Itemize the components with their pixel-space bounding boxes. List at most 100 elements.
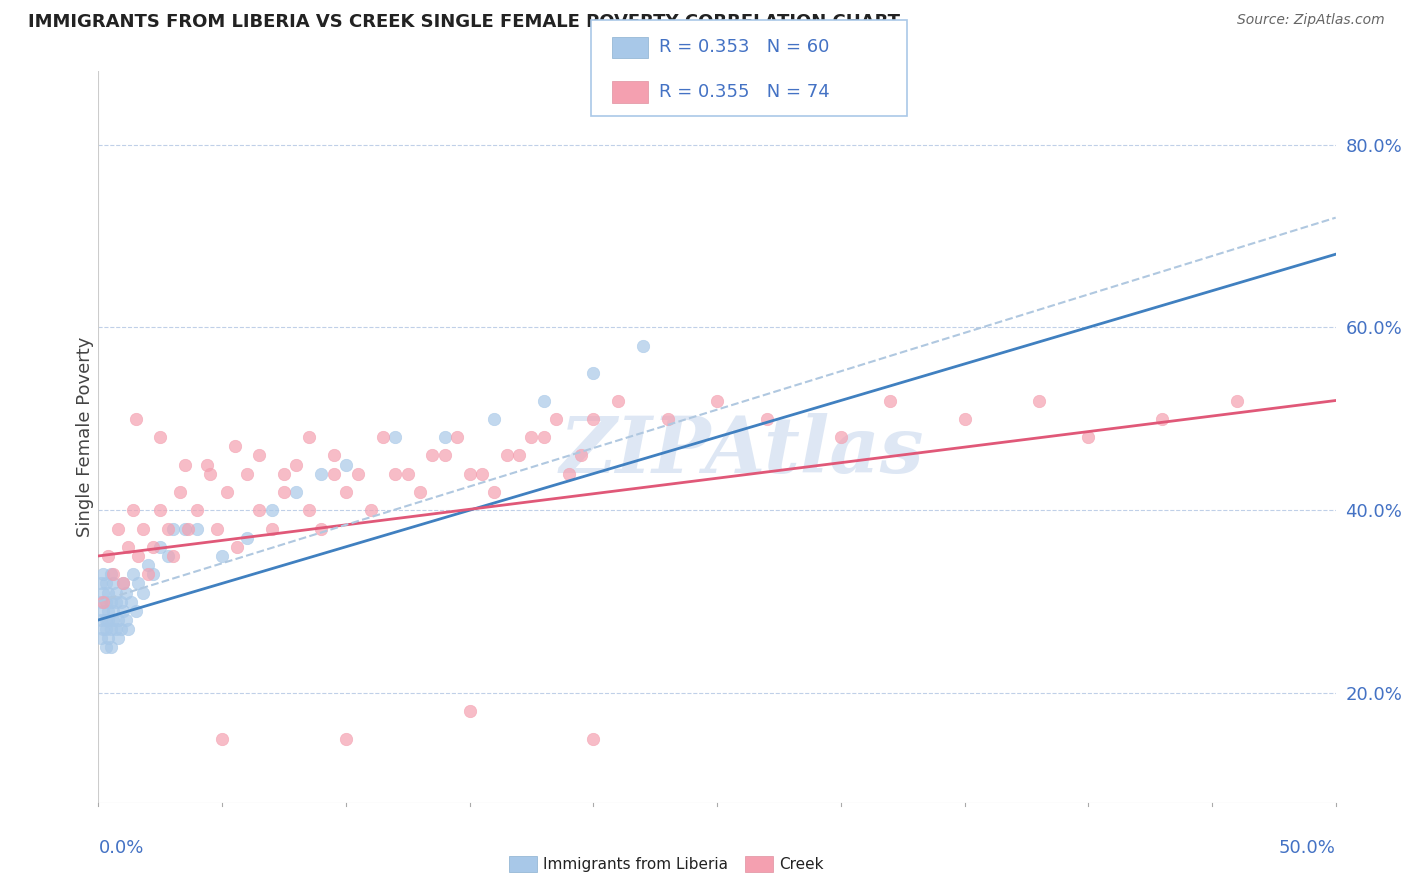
Point xyxy=(347,467,370,481)
Point xyxy=(371,430,394,444)
Point xyxy=(830,430,852,444)
Point xyxy=(607,393,630,408)
Point xyxy=(112,576,135,591)
Point xyxy=(142,567,165,582)
Point xyxy=(120,594,142,608)
Point xyxy=(127,549,149,563)
Point xyxy=(1152,412,1174,426)
Point xyxy=(156,521,179,535)
Point xyxy=(162,521,184,535)
Point xyxy=(156,549,179,563)
Point xyxy=(226,540,249,554)
Point xyxy=(569,448,592,462)
Point xyxy=(136,558,159,573)
Point xyxy=(557,467,579,481)
Point xyxy=(247,448,270,462)
Point xyxy=(122,567,145,582)
Point xyxy=(1077,430,1099,444)
Text: 50.0%: 50.0% xyxy=(1279,839,1336,857)
Point xyxy=(112,604,135,618)
Point xyxy=(107,632,129,646)
Point xyxy=(582,412,605,426)
Point xyxy=(100,567,122,582)
Point xyxy=(195,458,218,472)
Point xyxy=(285,458,308,472)
Point xyxy=(446,430,468,444)
Point xyxy=(211,549,233,563)
Point xyxy=(186,521,208,535)
Point xyxy=(433,448,456,462)
Point xyxy=(117,622,139,636)
Point xyxy=(273,467,295,481)
Point xyxy=(186,503,208,517)
Point xyxy=(409,485,432,500)
Point xyxy=(458,705,481,719)
Point xyxy=(484,485,506,500)
Point xyxy=(174,521,197,535)
Point xyxy=(127,576,149,591)
Point xyxy=(162,549,184,563)
Point xyxy=(90,613,112,627)
Point xyxy=(706,393,728,408)
Text: 0.0%: 0.0% xyxy=(98,839,143,857)
Point xyxy=(90,576,112,591)
Point xyxy=(132,585,155,599)
Point xyxy=(484,412,506,426)
Point xyxy=(657,412,679,426)
Point xyxy=(90,594,112,608)
Point xyxy=(110,622,132,636)
Point xyxy=(114,585,136,599)
Point xyxy=(396,467,419,481)
Point xyxy=(582,366,605,380)
Point xyxy=(322,448,344,462)
Point xyxy=(100,594,122,608)
Point xyxy=(384,467,406,481)
Point xyxy=(97,549,120,563)
Point xyxy=(97,613,120,627)
Point xyxy=(471,467,494,481)
Point xyxy=(335,458,357,472)
Point xyxy=(97,632,120,646)
Point xyxy=(879,393,901,408)
Point xyxy=(176,521,198,535)
Point xyxy=(533,393,555,408)
Point xyxy=(117,540,139,554)
Point xyxy=(122,503,145,517)
Point xyxy=(755,412,778,426)
Point xyxy=(298,503,321,517)
Point xyxy=(136,567,159,582)
Point xyxy=(94,640,117,655)
Point xyxy=(335,731,357,746)
Point xyxy=(124,412,146,426)
Point xyxy=(169,485,191,500)
Text: Source: ZipAtlas.com: Source: ZipAtlas.com xyxy=(1237,13,1385,28)
Text: Immigrants from Liberia: Immigrants from Liberia xyxy=(543,857,728,871)
Point xyxy=(93,622,115,636)
Point xyxy=(236,467,259,481)
Point xyxy=(953,412,976,426)
Point xyxy=(107,521,129,535)
Point xyxy=(93,604,115,618)
Point xyxy=(458,467,481,481)
Point xyxy=(224,439,246,453)
Point xyxy=(97,585,120,599)
Point xyxy=(103,567,125,582)
Point xyxy=(103,576,125,591)
Point xyxy=(309,521,332,535)
Point xyxy=(100,640,122,655)
Point xyxy=(298,430,321,444)
Point xyxy=(335,485,357,500)
Y-axis label: Single Female Poverty: Single Female Poverty xyxy=(76,337,94,537)
Point xyxy=(149,540,172,554)
Point xyxy=(114,613,136,627)
Point xyxy=(90,632,112,646)
Point xyxy=(422,448,444,462)
Point xyxy=(100,622,122,636)
Point xyxy=(360,503,382,517)
Point xyxy=(198,467,221,481)
Point xyxy=(93,567,115,582)
Point xyxy=(384,430,406,444)
Point xyxy=(520,430,543,444)
Point xyxy=(322,467,344,481)
Point xyxy=(285,485,308,500)
